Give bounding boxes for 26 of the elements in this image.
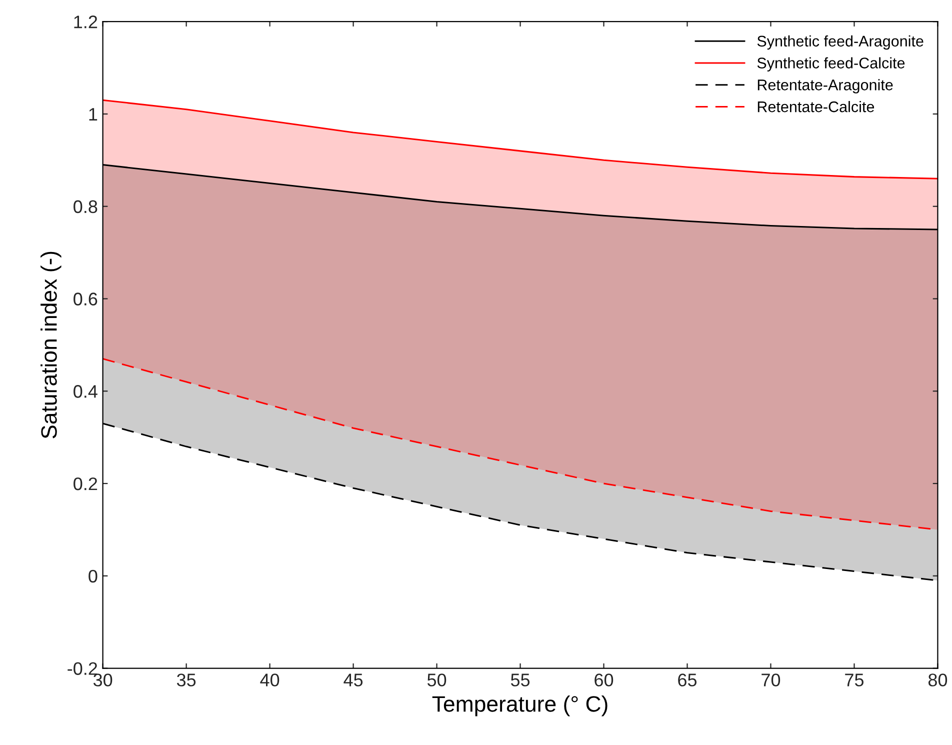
x-tick-label: 35	[176, 674, 196, 686]
y-tick-label: 0	[88, 570, 98, 583]
x-tick-label: 30	[93, 674, 112, 686]
y-tick-label: 1.2	[74, 16, 98, 28]
legend-label: Retentate-Calcite	[758, 100, 874, 112]
x-tick-label: 40	[260, 674, 280, 686]
x-tick-label: 55	[510, 674, 530, 686]
y-tick-label: 1	[89, 108, 98, 121]
x-tick-label: 45	[344, 674, 363, 686]
x-tick-label: 60	[594, 674, 614, 686]
x-tick-label: 50	[427, 674, 446, 686]
y-tick-label: 0.4	[74, 385, 98, 398]
legend-label: Retentate-Aragonite	[758, 79, 893, 94]
y-tick-label: -0.2	[68, 662, 98, 675]
x-tick-label: 70	[762, 674, 780, 686]
y-tick-label: 0.8	[74, 200, 98, 214]
y-tick-label: 0.6	[74, 292, 98, 306]
y-tick-label: 0.2	[74, 477, 98, 490]
x-tick-label: 80	[928, 674, 948, 686]
legend-label: Synthetic feed-Calcite	[757, 57, 905, 72]
y-axis-title: Saturation index (-)	[40, 252, 62, 438]
x-tick-label: 65	[678, 674, 697, 686]
line-series	[102, 99, 938, 180]
x-tick-label: 75	[845, 674, 864, 686]
legend-label: Synthetic feed-Aragonite	[757, 35, 924, 50]
x-axis-title: Temperature (° C)	[432, 696, 608, 716]
